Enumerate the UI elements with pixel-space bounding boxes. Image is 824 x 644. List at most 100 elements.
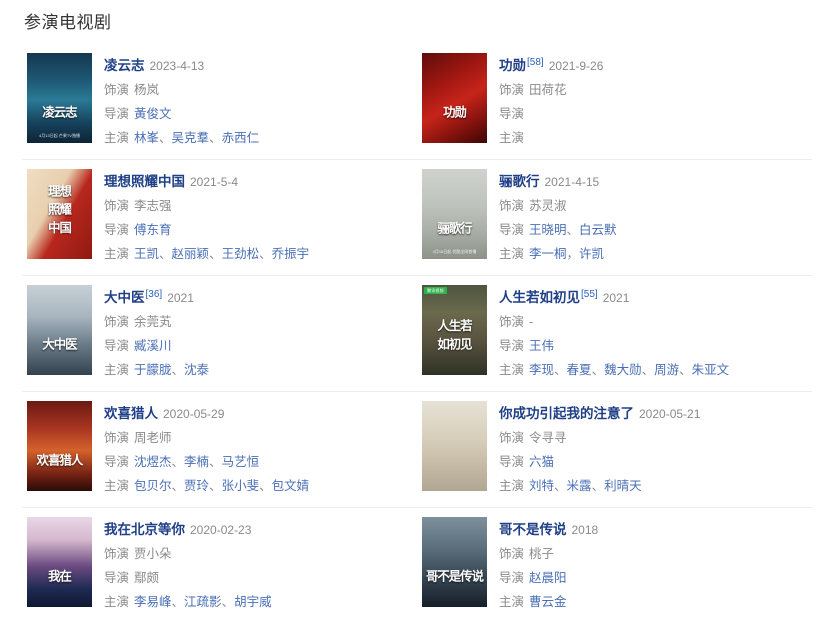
tv-show-title-link[interactable]: 凌云志 [104,58,145,73]
actor-link[interactable]: 李易峰 [134,595,172,609]
tv-show-title-link[interactable]: 理想照耀中国 [104,174,185,189]
actor-link[interactable]: 赵丽颖 [171,247,210,261]
poster-nichenggongyinqiwodezhuyile[interactable] [422,401,487,491]
name-separator: 、 [171,595,185,609]
poster-renshengruoruchujian[interactable]: 腾讯视频 人生若 如初见 [422,285,487,375]
poster-title-text: 理想 照耀 中国 [48,184,72,235]
role-label: 饰演 [499,83,525,97]
actor-link[interactable]: 米露 [566,479,592,493]
tv-show-title-line: 凌云志 2023-4-13 [104,55,413,77]
citation-link[interactable]: [55] [581,288,598,300]
tv-show-title-line: 理想照耀中国 2021-5-4 [104,171,413,193]
citation-ref[interactable]: [55] [581,289,598,300]
actor-link[interactable]: 赤西仁 [221,131,260,145]
name-separator: 、 [566,223,580,237]
starring-label: 主演 [499,363,525,377]
director-link[interactable]: 白云默 [579,223,617,237]
actor-link[interactable]: 江疏影 [184,595,222,609]
actor-link[interactable]: 利晴天 [604,479,642,493]
poster-title-text: 骊歌行 [437,221,472,236]
actor-link[interactable]: 包贝尔 [134,479,172,493]
role-line: 饰演 苏灵淑 [499,194,808,218]
actor-link[interactable]: 朱亚文 [691,363,730,377]
actor-link[interactable]: 许凯 [579,247,605,261]
poster-gongxun[interactable]: 功勋 [422,53,487,143]
director-label: 导演 [104,223,130,237]
name-separator: 、 [554,363,567,377]
tv-show-title-link[interactable]: 人生若如初见 [499,290,580,305]
director-link[interactable]: 黃俊文 [134,107,172,121]
tv-show-row: 大中医 大中医[36] 2021 饰演 余莞芄 导演 臧溪川 主演 于朦胧、沈泰 腾讯视频 人生若如… [22,276,812,392]
actor-link[interactable]: 春夏 [566,363,592,377]
director-link[interactable]: 傅东育 [134,223,172,237]
name-separator: 、 [221,595,235,609]
tv-show-title-link[interactable]: 功勋 [499,58,526,73]
tv-show-title-link[interactable]: 你成功引起我的注意了 [499,406,634,421]
tv-show-date: 2023-4-13 [149,59,205,73]
director-name: 鄢颇 [134,571,160,585]
actor-link[interactable]: 包文婧 [271,479,310,493]
actor-link[interactable]: 王劲松 [221,247,260,261]
tv-show-title-line: 你成功引起我的注意了 2020-05-21 [499,403,808,425]
actor-link[interactable]: 沈泰 [184,363,210,377]
tv-show-title-line: 我在北京等你 2020-02-23 [104,519,413,541]
poster-lixiangzhaoyaozhongguo[interactable]: 理想 照耀 中国 [27,169,92,259]
actor-link[interactable]: 于朦胧 [134,363,172,377]
role-value: 令寻寻 [529,431,567,445]
role-value: 苏灵淑 [529,199,567,213]
actor-link[interactable]: 魏大勋 [604,363,642,377]
name-separator: 、 [209,131,222,145]
actor-link[interactable]: 曹云金 [529,595,567,609]
actor-link[interactable]: 贾玲 [184,479,210,493]
actor-link[interactable]: 李现 [529,363,555,377]
director-link[interactable]: 王晓明 [529,223,567,237]
name-separator: 、 [554,479,567,493]
poster-huanxiliren[interactable]: 欢喜猎人 [27,401,92,491]
actor-link[interactable]: 周游 [654,363,680,377]
tv-show-title-link[interactable]: 我在北京等你 [104,522,185,537]
director-link[interactable]: 马艺恒 [221,455,260,469]
actor-link[interactable]: 吴克羣 [171,131,210,145]
actor-link[interactable]: 乔振宇 [271,247,310,261]
director-link[interactable]: 王伟 [529,339,555,353]
tv-show-info: 凌云志 2023-4-13 饰演 杨岚 导演 黃俊文 主演 林峯、吴克羣、赤西仁 [104,53,413,150]
role-label: 饰演 [104,83,130,97]
tv-show-title-link[interactable]: 哥不是传说 [499,522,567,537]
poster-dazhongyi[interactable]: 大中医 [27,285,92,375]
citation-link[interactable]: [36] [145,288,163,300]
citation-link[interactable]: [58] [527,56,544,68]
tv-show-title-link[interactable]: 欢喜猎人 [104,406,158,421]
starring-line: 主演 王凯、赵丽颖、王劲松、乔振宇 [104,242,413,266]
director-line: 导演 王伟 [499,334,808,358]
poster-image [27,169,92,259]
tv-show-title-link[interactable]: 骊歌行 [499,174,540,189]
director-label: 导演 [499,339,525,353]
poster-image [422,285,487,375]
starring-line: 主演 曹云金 [499,590,808,614]
role-line: 饰演 桃子 [499,542,808,566]
director-link[interactable]: 臧溪川 [134,339,172,353]
poster-ligexing[interactable]: 骊歌行 4月15日起 优酷全网首播 [422,169,487,259]
poster-title-text: 大中医 [42,337,77,352]
director-link[interactable]: 六猫 [529,455,555,469]
actor-link[interactable]: 林峯 [134,131,160,145]
actor-link[interactable]: 王凯 [134,247,160,261]
poster-gebushichuanshuo[interactable]: 哥不是传说 [422,517,487,607]
citation-ref[interactable]: [58] [527,57,544,68]
citation-ref[interactable]: [36] [146,289,163,300]
actor-link[interactable]: 胡宇威 [234,595,272,609]
director-link[interactable]: 赵晨阳 [529,571,567,585]
director-link[interactable]: 李楠 [184,455,210,469]
poster-image [422,517,487,607]
role-label: 饰演 [104,199,130,213]
director-link[interactable]: 沈煜杰 [134,455,172,469]
tv-show-entry: 骊歌行 4月15日起 优酷全网首播 骊歌行 2021-4-15 饰演 苏灵淑 导演 王晓明、白… [417,160,812,275]
poster-wozaibeijingdengni[interactable]: 我在 [27,517,92,607]
poster-lingyunzhi[interactable]: 凌云志 4月13日起 芒果TV独播 [27,53,92,143]
actor-link[interactable]: 刘特 [529,479,555,493]
role-label: 饰演 [104,547,130,561]
role-value: 田荷花 [529,83,567,97]
tv-show-title-link[interactable]: 大中医 [104,290,145,305]
actor-link[interactable]: 张小斐 [221,479,260,493]
actor-link[interactable]: 李一桐 [529,247,567,261]
